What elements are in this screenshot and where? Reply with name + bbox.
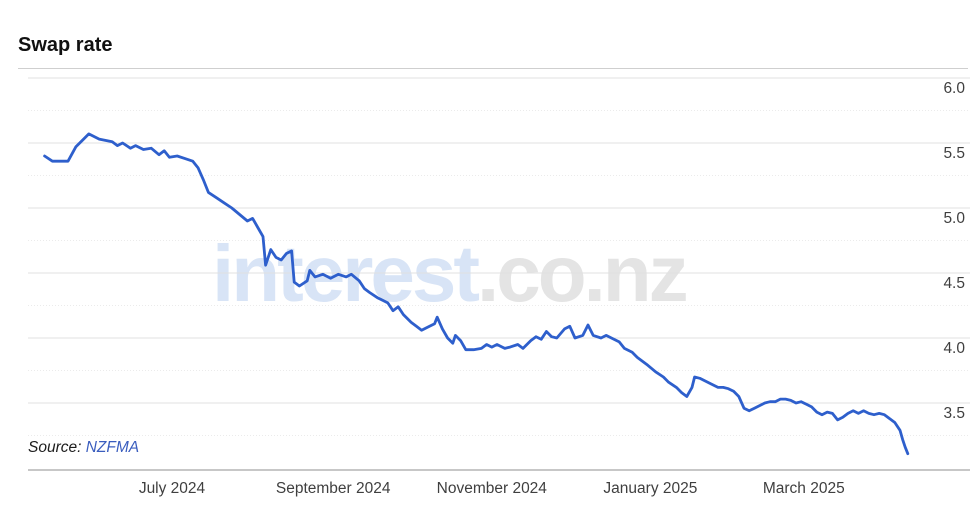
source-link[interactable]: NZFMA — [85, 439, 140, 456]
x-axis-label: September 2024 — [276, 480, 391, 497]
y-axis-label: 4.0 — [943, 340, 965, 357]
chart-title: Swap rate — [18, 34, 113, 56]
x-axis-label: January 2025 — [603, 480, 697, 497]
y-axis-label: 5.5 — [943, 145, 965, 162]
swap-rate-series-line[interactable] — [43, 132, 910, 456]
y-axis-label: 3.5 — [943, 405, 965, 422]
source-label: Source: — [28, 439, 82, 456]
y-axis-label: 6.0 — [943, 80, 965, 97]
source-note: Source: NZFMA — [28, 438, 139, 458]
y-axis-label: 5.0 — [943, 210, 965, 227]
x-axis-label: November 2024 — [437, 480, 548, 497]
x-axis-label: July 2024 — [139, 480, 206, 497]
x-axis-label: March 2025 — [763, 480, 845, 497]
title-divider — [18, 68, 968, 69]
y-axis-label: 4.5 — [943, 275, 965, 292]
